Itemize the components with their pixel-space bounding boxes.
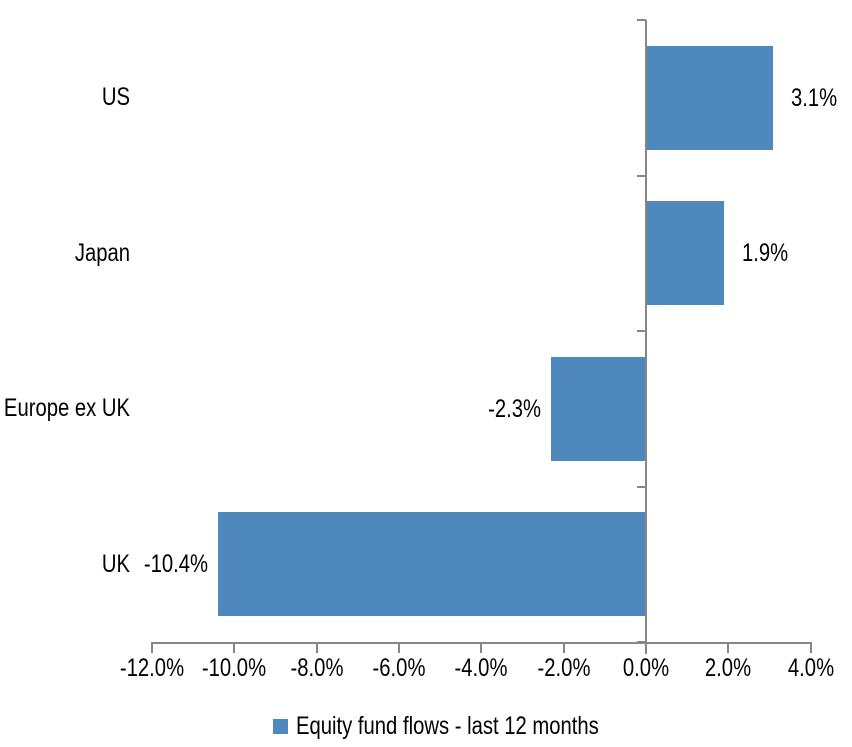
legend: Equity fund flows - last 12 months <box>273 712 670 741</box>
x-axis-tick-label: -4.0% <box>454 654 508 682</box>
category-label-uk: UK <box>101 549 130 578</box>
x-axis-tick-label: -8.0% <box>290 654 344 682</box>
category-axis-tick <box>636 485 646 488</box>
x-axis-tick-label: 0.0% <box>622 654 669 682</box>
x-axis-tick <box>397 642 400 653</box>
x-axis-tick <box>151 642 153 653</box>
data-label: 3.1% <box>791 83 838 112</box>
x-axis-tick-label: -2.0% <box>537 654 591 682</box>
data-label: -10.4% <box>143 550 208 579</box>
bar-japan[interactable] <box>645 201 725 306</box>
category-label-us: US <box>101 83 130 111</box>
x-axis-tick-label: 2.0% <box>705 654 752 682</box>
x-axis-tick <box>727 642 730 653</box>
x-axis-tick <box>480 642 483 653</box>
legend-swatch-icon <box>273 719 288 734</box>
category-axis-tick <box>636 19 646 21</box>
category-label-europe-ex-uk: Europe ex UK <box>3 394 131 422</box>
category-axis-tick <box>636 174 646 177</box>
x-axis-tick-label: -12.0% <box>119 654 185 682</box>
data-label: -2.3% <box>488 394 542 423</box>
x-axis-tick <box>809 642 812 653</box>
bar-us[interactable] <box>645 45 774 150</box>
x-axis-tick <box>562 642 565 653</box>
x-axis-tick-label: -10.0% <box>202 654 267 682</box>
legend-label: Equity fund flows - last 12 months <box>296 712 599 740</box>
category-label-japan: Japan <box>74 238 130 267</box>
data-label: 1.9% <box>742 239 789 268</box>
bar-europe-ex-uk[interactable] <box>551 356 646 461</box>
category-axis-tick <box>636 330 646 332</box>
zero-axis-line <box>644 20 647 654</box>
x-axis-tick-label: 4.0% <box>787 654 834 682</box>
bar-uk[interactable] <box>217 512 646 617</box>
category-axis-tick <box>636 641 646 643</box>
x-axis-tick <box>233 642 236 653</box>
x-axis-tick <box>315 642 318 653</box>
x-axis-tick-label: -6.0% <box>372 654 426 682</box>
